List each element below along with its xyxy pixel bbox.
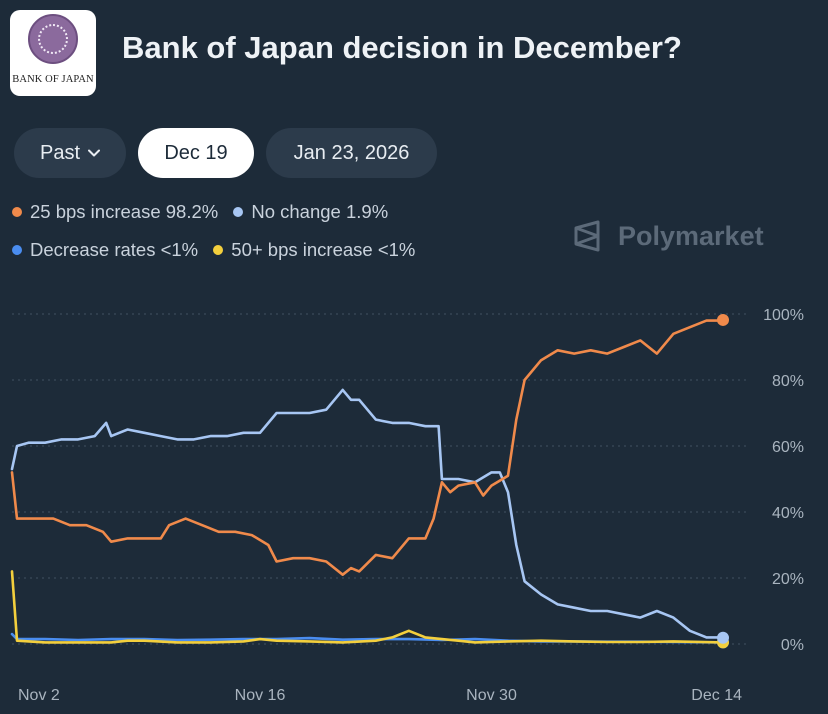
page-title: Bank of Japan decision in December?: [122, 30, 682, 65]
tab-dec-19[interactable]: Dec 19: [138, 128, 254, 178]
legend-row-2: Decrease rates <1% 50+ bps increase <1%: [12, 238, 425, 261]
legend-dot-icon: [233, 207, 244, 217]
x-tick-label: Nov 16: [235, 687, 286, 704]
bank-of-japan-logo: BANK OF JAPAN: [10, 10, 96, 96]
series-line-no-change: [10, 388, 725, 639]
brand-name: Polymarket: [618, 220, 764, 251]
x-tick-label: Nov 2: [18, 687, 60, 704]
series-line-25-bps-increase: [10, 319, 725, 576]
x-tick-label: Nov 30: [466, 687, 517, 704]
logo-text: BANK OF JAPAN: [12, 74, 94, 85]
series-line-50-bps-increase: [10, 570, 725, 644]
chevron-down-icon: [88, 149, 101, 157]
legend-row-1: 25 bps increase 98.2% No change 1.9%: [12, 200, 398, 223]
legend-dot-icon: [12, 245, 22, 255]
series-endpoint-25-bps-increase: [717, 313, 729, 326]
legend-item-25bps: 25 bps increase 98.2%: [12, 201, 218, 223]
tab-dec-19-label: Dec 19: [164, 141, 228, 164]
y-tick-label: 0%: [781, 637, 804, 654]
y-tick-label: 60%: [772, 439, 804, 456]
y-tick-label: 20%: [772, 571, 804, 588]
legend-label: Decrease rates <1%: [30, 239, 199, 260]
series-endpoint-no-change: [717, 631, 729, 644]
tab-past-label: Past: [39, 141, 81, 164]
legend-dot-icon: [213, 245, 224, 255]
x-tick-label: Dec 14: [691, 687, 742, 704]
chart-grid: [12, 313, 748, 645]
legend-label: No change 1.9%: [251, 201, 389, 222]
legend-item-decrease: Decrease rates <1%: [12, 239, 198, 261]
y-tick-label: 40%: [772, 505, 804, 522]
x-axis: Nov 2 Nov 16 Nov 30 Dec 14: [18, 687, 742, 704]
seal-icon: [28, 14, 78, 64]
y-tick-label: 80%: [772, 373, 804, 390]
tab-jan-23-2026[interactable]: Jan 23, 2026: [266, 128, 437, 178]
tab-jan-23-label: Jan 23, 2026: [293, 141, 410, 164]
polymarket-logo-icon: [574, 220, 600, 252]
polymarket-brand: Polymarket: [572, 219, 764, 253]
tab-past[interactable]: Past: [14, 128, 126, 178]
legend-dot-icon: [12, 207, 22, 217]
probability-chart: 0% 20% 40% 60% 80% 100% Nov 2 Nov 16 Nov 30 Dec …: [10, 307, 804, 704]
legend-label: 25 bps increase 98.2%: [30, 201, 219, 222]
legend-item-50bps: 50+ bps increase <1%: [213, 239, 415, 261]
chart-series: [10, 313, 729, 649]
legend-item-no-change: No change 1.9%: [233, 201, 388, 223]
y-axis: 0% 20% 40% 60% 80% 100%: [763, 307, 804, 654]
legend-label: 50+ bps increase <1%: [231, 239, 416, 260]
y-tick-label: 100%: [763, 307, 804, 324]
